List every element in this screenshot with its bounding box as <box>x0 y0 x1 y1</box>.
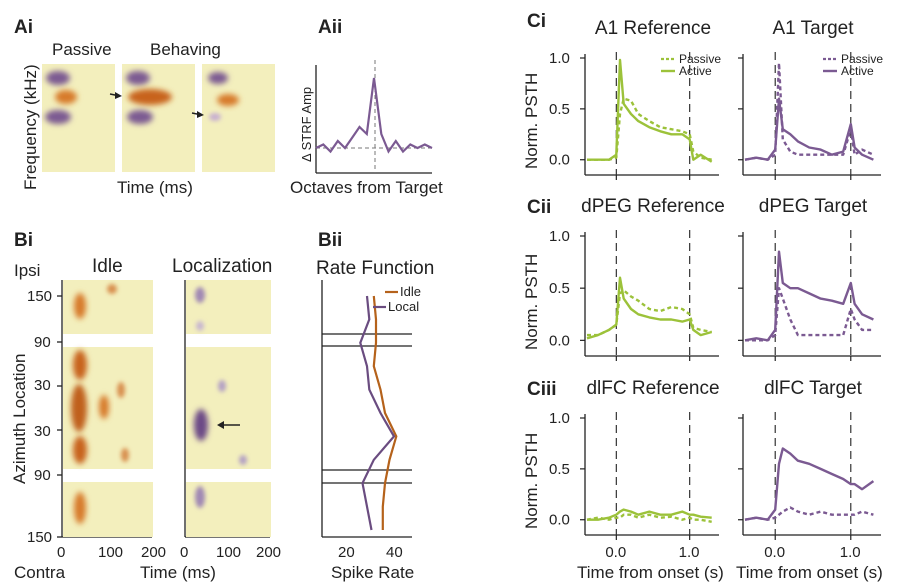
legend-active: Active <box>679 64 712 78</box>
localization-title: Localization <box>172 256 272 277</box>
localization-arrow <box>217 421 240 429</box>
psth-ytick: 0.5 <box>549 101 570 118</box>
localization-heatmap <box>186 280 271 537</box>
bi-xtick: 100 <box>98 544 123 561</box>
psth-passive-line <box>745 287 874 342</box>
psth-active-line <box>744 447 875 521</box>
psth-ytick: 1.0 <box>549 410 570 427</box>
c-xlabel-left: Time from onset (s) <box>577 563 724 582</box>
panel-label-cii: Cii <box>527 197 551 218</box>
panel-label-ci: Ci <box>527 11 546 32</box>
idle-title: Idle <box>92 256 123 277</box>
ai-xlabel: Time (ms) <box>117 178 193 197</box>
legend-idle: Idle <box>400 284 421 299</box>
ipsi-label: Ipsi <box>14 261 40 280</box>
psth-active-line <box>744 250 874 342</box>
rate-title: Rate Function <box>316 258 434 279</box>
bii-idle-line <box>372 295 398 530</box>
bi-xtick: 0 <box>57 544 65 561</box>
aii-axes <box>315 60 432 174</box>
aii-ylabel: Δ STRF Amp <box>299 87 314 162</box>
bi-xtick: 0 <box>180 544 188 561</box>
bii-legend: Idle Local <box>373 284 421 314</box>
psth-title: A1 Reference <box>595 18 711 39</box>
target-arrow-1 <box>109 92 122 99</box>
c-xlabel-right: Time from onset (s) <box>736 563 883 582</box>
behaving-label: Behaving <box>150 40 221 59</box>
psth-ylabel: Norm. PSTH <box>522 73 541 169</box>
aii-delta-strf-line <box>315 77 433 154</box>
psth-active-line <box>744 97 874 161</box>
psth-xtick: 0.0 <box>764 544 785 561</box>
strf-behaving <box>122 64 195 172</box>
panel-label-ciii: Ciii <box>527 379 557 400</box>
panel-label-aii: Aii <box>318 17 342 38</box>
bii-xtick: 40 <box>386 544 403 561</box>
bi-xtick: 100 <box>216 544 241 561</box>
bii-local-line <box>359 295 396 531</box>
legend-passive: Passive <box>679 52 721 66</box>
bi-ytick: 150 <box>27 529 52 546</box>
bii-xlabel: Spike Rate <box>331 563 414 582</box>
bi-xlabel: Time (ms) <box>140 563 216 582</box>
psth-ylabel: Norm. PSTH <box>522 254 541 350</box>
idle-heatmap <box>63 280 153 537</box>
bi-ytick: 30 <box>34 423 51 440</box>
bi-ylabel: Azimuth Location <box>10 354 29 484</box>
bi-ytick: 30 <box>34 377 51 394</box>
psth-title: dPEG Target <box>759 196 868 217</box>
psth-ytick: 0.5 <box>549 280 570 297</box>
psth-passive-line <box>586 513 712 523</box>
psth-ytick: 1.0 <box>549 228 570 245</box>
passive-label: Passive <box>52 40 112 59</box>
psth-ytick: 0.5 <box>549 461 570 478</box>
legend-local: Local <box>388 299 419 314</box>
psth-ytick: 1.0 <box>549 50 570 67</box>
bii-xtick: 20 <box>338 544 355 561</box>
strf-difference <box>202 64 275 172</box>
psth-title: dlFC Reference <box>586 378 719 399</box>
psth-ytick: 0.0 <box>549 332 570 349</box>
bii-axes <box>321 280 412 538</box>
bi-yticks: 150 90 30 30 90 150 <box>27 288 52 546</box>
psth-ytick: 0.0 <box>549 512 570 529</box>
psth-active-line <box>587 508 712 521</box>
psth-xtick: 1.0 <box>679 544 700 561</box>
bi-ytick: 90 <box>34 467 51 484</box>
psth-ytick: 0.0 <box>549 152 570 169</box>
psth-passive-line <box>587 97 712 161</box>
psth-active-line <box>586 276 713 340</box>
psth-xtick: 0.0 <box>605 544 626 561</box>
panel-label-ai: Ai <box>14 17 33 38</box>
bi-xticks: 0 100 200 0 100 200 <box>57 544 281 561</box>
psth-passive-line <box>744 506 874 521</box>
panel-label-bi: Bi <box>14 230 33 251</box>
psth-ylabel: Norm. PSTH <box>522 433 541 529</box>
legend-passive: Passive <box>841 52 883 66</box>
target-arrow-2 <box>191 111 204 118</box>
psth-title: A1 Target <box>773 18 855 39</box>
aii-xlabel: Octaves from Target <box>290 178 443 197</box>
bi-xtick: 200 <box>256 544 281 561</box>
psth-title: dlFC Target <box>764 378 863 399</box>
panel-label-bii: Bii <box>318 230 342 251</box>
ai-ylabel: Frequency (kHz) <box>21 64 40 190</box>
bi-xtick: 200 <box>141 544 166 561</box>
bi-ytick: 150 <box>27 288 52 305</box>
psth-title: dPEG Reference <box>581 196 725 217</box>
contra-label: Contra <box>14 563 66 582</box>
psth-active-line <box>587 58 713 163</box>
legend-active: Active <box>841 64 874 78</box>
bi-ytick: 90 <box>34 334 51 351</box>
psth-xtick: 1.0 <box>840 544 861 561</box>
strf-passive <box>42 64 115 172</box>
